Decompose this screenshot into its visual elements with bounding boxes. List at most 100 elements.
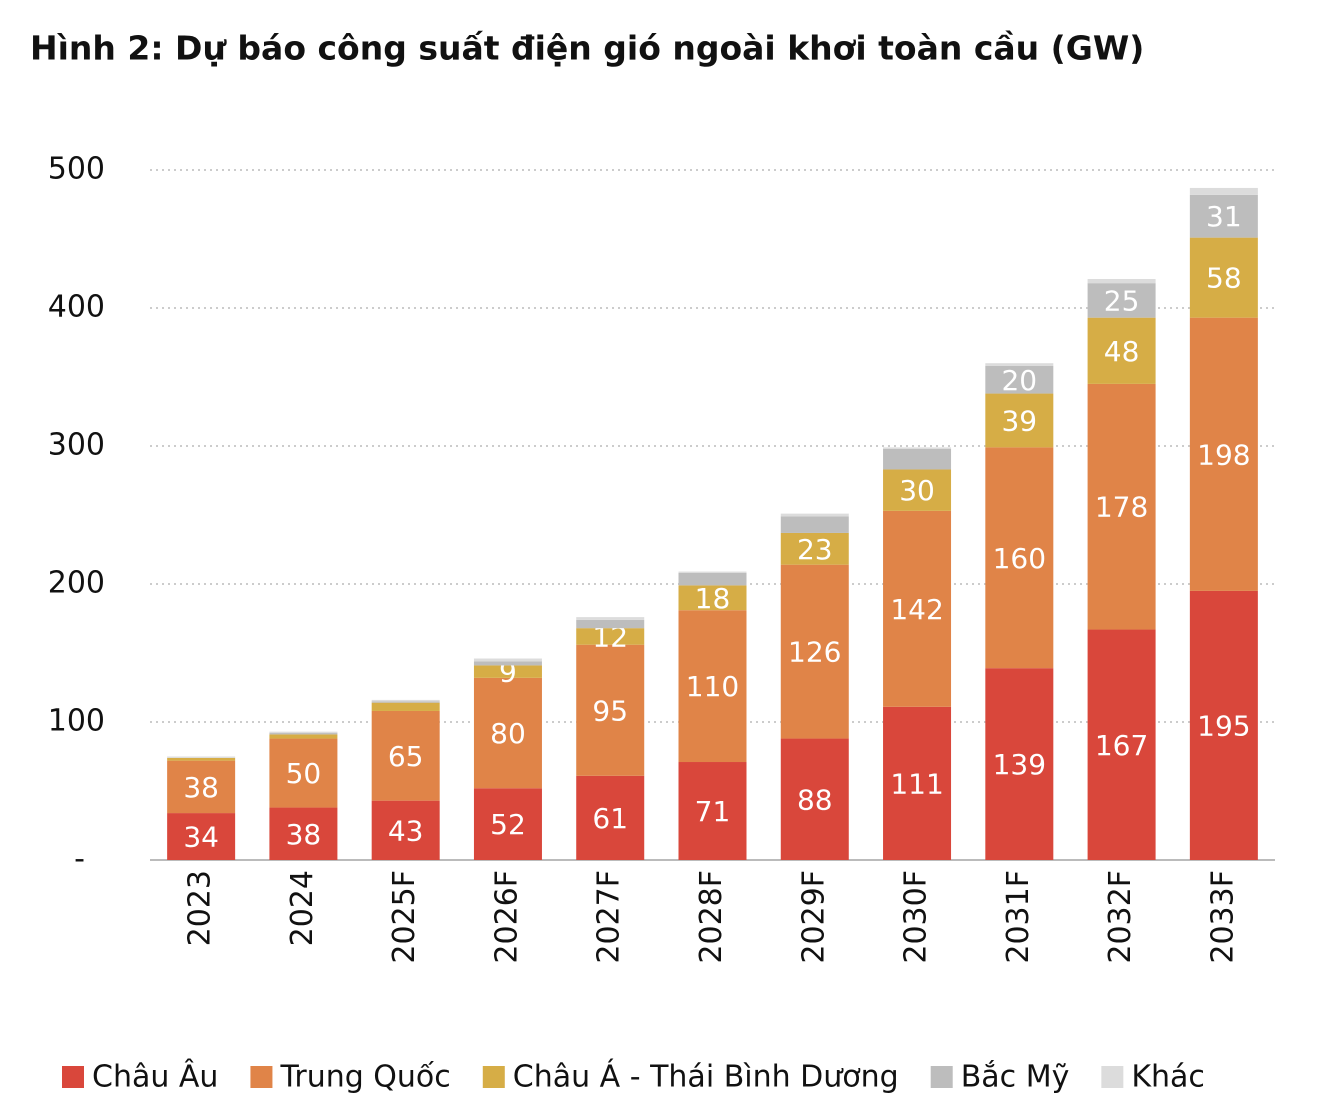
- x-tick-label: 2026F: [489, 870, 524, 964]
- bar-segment: [473, 677, 542, 789]
- bar-segment: [576, 619, 645, 629]
- x-tick-label: 2025F: [387, 870, 422, 964]
- bar-segment: [269, 731, 338, 734]
- value-label: 126: [788, 636, 841, 669]
- bar-segment: [473, 788, 542, 860]
- bar-segment: [985, 363, 1054, 366]
- legend-swatch: [482, 1066, 505, 1088]
- chart-title: Hình 2: Dự báo công suất điện gió ngoài …: [30, 29, 1144, 68]
- value-label: 34: [183, 821, 219, 854]
- bar-segment: [883, 448, 952, 470]
- bar-segment: [985, 365, 1054, 394]
- bar-segment: [1189, 187, 1258, 195]
- bar-segment: [780, 513, 849, 517]
- value-label: 52: [490, 808, 526, 841]
- bar-segment: [1189, 590, 1258, 860]
- value-label: 48: [1104, 335, 1140, 368]
- value-label: 50: [286, 757, 322, 790]
- value-label: 25: [1104, 284, 1140, 317]
- bar-segment: [780, 516, 849, 533]
- bar-segment: [678, 762, 747, 860]
- x-tick-label: 2028F: [694, 870, 729, 964]
- bar-segment: [371, 699, 440, 702]
- bar-segment: [576, 775, 645, 860]
- bar-segment: [167, 757, 236, 761]
- bar-segment: [371, 701, 440, 703]
- bar-segment: [780, 532, 849, 565]
- value-label: 20: [1001, 364, 1037, 397]
- bar-segment: [1087, 383, 1156, 630]
- bar-segment: [883, 706, 952, 860]
- legend-label: Khác: [1131, 1060, 1205, 1095]
- value-label: 178: [1095, 491, 1148, 524]
- bar-segment: [883, 510, 952, 707]
- value-label: 139: [993, 748, 1046, 781]
- x-tick-label: 2024: [285, 870, 320, 946]
- y-tick-label: 100: [48, 704, 105, 739]
- y-tick-label: 500: [48, 152, 105, 187]
- y-tick-label: 300: [48, 428, 105, 463]
- bar-segment: [678, 585, 747, 611]
- x-tick-label: 2029F: [796, 870, 831, 964]
- bar-segment: [269, 733, 338, 735]
- bar-segment: [576, 628, 645, 645]
- bar-segment: [473, 658, 542, 662]
- x-tick-label: 2031F: [1001, 870, 1036, 964]
- bar-segment: [883, 447, 952, 449]
- y-tick-label: 200: [48, 566, 105, 601]
- value-label: 65: [388, 740, 424, 773]
- bar-segment: [371, 702, 440, 711]
- bar-segment: [473, 665, 542, 678]
- bar-segment: [269, 734, 338, 739]
- bar-segment: [985, 668, 1054, 860]
- bar-segment: [1087, 279, 1156, 284]
- bar-segment: [1189, 317, 1258, 591]
- value-label: 61: [592, 802, 628, 835]
- x-tick-label: 2027F: [592, 870, 627, 964]
- bar-segment: [883, 469, 952, 511]
- legend-label: Trung Quốc: [279, 1060, 450, 1095]
- y-tick-label: 400: [48, 290, 105, 325]
- bar-segment: [1087, 283, 1156, 318]
- bar-segment: [678, 572, 747, 586]
- value-label: 195: [1197, 709, 1250, 742]
- value-label: 142: [890, 593, 943, 626]
- bar-segment: [473, 661, 542, 666]
- value-label: 43: [388, 814, 424, 847]
- value-label: 167: [1095, 729, 1148, 762]
- legend-label: Châu Á - Thái Bình Dương: [513, 1059, 899, 1095]
- bar-segment: [576, 644, 645, 776]
- legend-swatch: [62, 1066, 84, 1088]
- legend-swatch: [1101, 1066, 1124, 1088]
- value-label: 88: [797, 783, 833, 816]
- value-label: 198: [1197, 438, 1250, 471]
- x-tick-label: 2030F: [899, 870, 934, 964]
- legend-label: Châu Âu: [92, 1059, 218, 1095]
- value-label: 58: [1206, 262, 1242, 295]
- x-tick-label: 2032F: [1103, 870, 1138, 964]
- value-label: 39: [1001, 404, 1037, 437]
- value-label: 160: [993, 542, 1046, 575]
- value-label: 30: [899, 474, 935, 507]
- value-label: 110: [686, 670, 739, 703]
- bar-segment: [167, 760, 236, 814]
- bar-segment: [678, 571, 747, 573]
- bar-segment: [167, 813, 236, 860]
- bar-segment: [371, 800, 440, 860]
- bar-segment: [371, 710, 440, 801]
- value-label: 31: [1206, 200, 1242, 233]
- bar-segment: [780, 564, 849, 739]
- bar-segment: [269, 807, 338, 860]
- value-label: 38: [286, 818, 322, 851]
- bar-segment: [678, 610, 747, 763]
- value-label: 80: [490, 717, 526, 750]
- bar-segment: [576, 617, 645, 620]
- bar-segment: [1087, 629, 1156, 860]
- bar-segment: [780, 738, 849, 860]
- x-tick-label: 2023: [183, 870, 218, 946]
- bar-segment: [269, 738, 338, 808]
- value-label: 95: [592, 694, 628, 727]
- bar-segment: [985, 393, 1054, 448]
- value-label: 71: [695, 795, 731, 828]
